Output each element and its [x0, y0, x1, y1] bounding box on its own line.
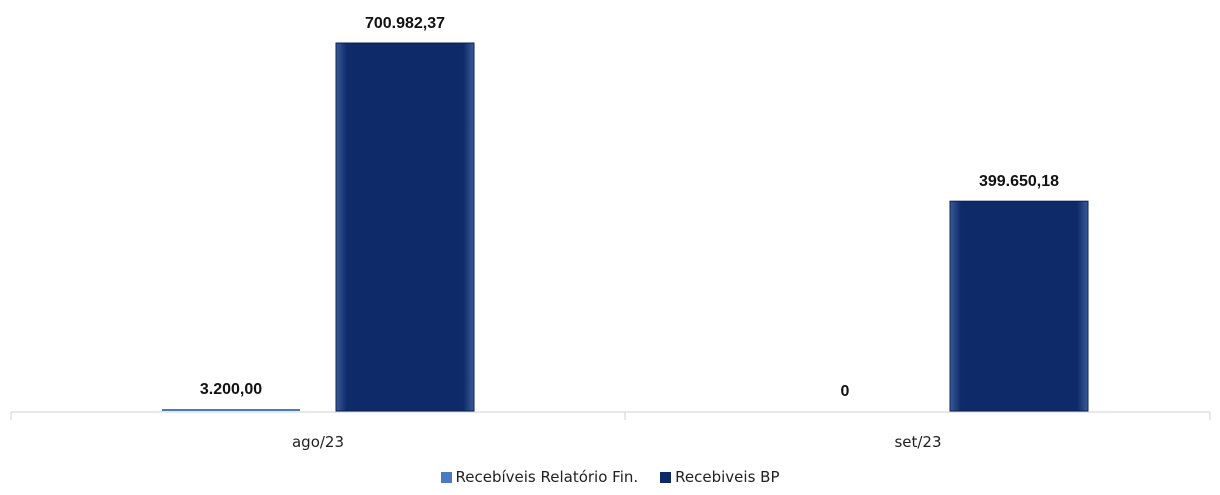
x-tick-label: set/23 — [894, 433, 941, 451]
data-label: 700.982,37 — [365, 15, 445, 32]
bar-recebiveis-bp — [335, 42, 475, 412]
bar-recebiveis-relatorio — [162, 409, 300, 411]
legend-swatch-relatorio — [440, 471, 452, 483]
x-tick-label: ago/23 — [292, 433, 344, 451]
legend-label-relatorio: Recebíveis Relatório Fin. — [455, 468, 639, 486]
legend-label-bp: Recebiveis BP — [675, 468, 780, 486]
legend-item-relatorio: Recebíveis Relatório Fin. — [440, 468, 639, 486]
data-label: 3.200,00 — [200, 381, 262, 398]
bar-recebiveis-bp — [949, 200, 1089, 412]
data-label: 0 — [841, 383, 850, 400]
legend-item-bp: Recebiveis BP — [660, 468, 780, 486]
legend: Recebíveis Relatório Fin. Recebiveis BP — [0, 468, 1220, 486]
data-label: 399.650,18 — [979, 173, 1059, 190]
legend-swatch-bp — [660, 471, 672, 483]
